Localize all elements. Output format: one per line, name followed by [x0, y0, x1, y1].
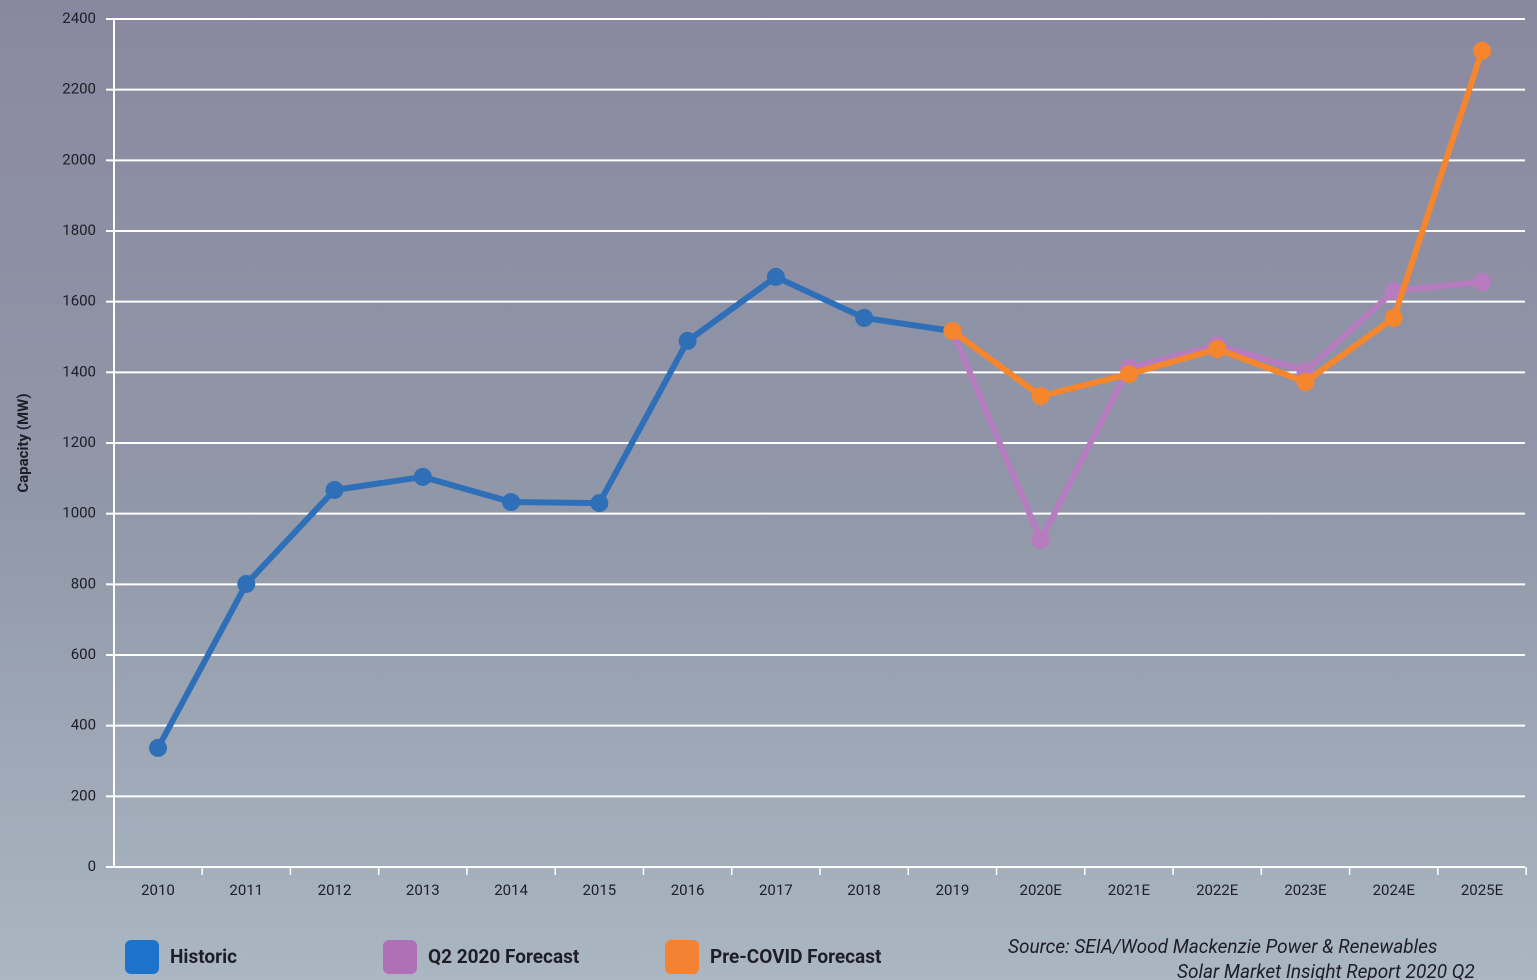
- data-point: [1473, 41, 1491, 60]
- x-tick-label: 2021E: [1108, 881, 1151, 899]
- x-tick-label: 2025E: [1461, 881, 1504, 899]
- series-line: [155, 273, 953, 750]
- legend-label: Historic: [170, 945, 237, 968]
- y-tick-label: 0: [88, 857, 96, 875]
- data-point: [1384, 308, 1403, 327]
- x-tick-label: 2013: [406, 881, 440, 899]
- data-point: [1031, 387, 1050, 406]
- x-tick-label: 2024E: [1373, 881, 1416, 899]
- y-tick-label: 1000: [62, 504, 96, 522]
- legend-swatch: [125, 940, 159, 974]
- x-tick-label: 2015: [582, 881, 616, 899]
- y-tick-label: 800: [71, 574, 96, 592]
- data-point: [237, 574, 256, 593]
- data-point: [678, 331, 697, 350]
- y-tick-label: 200: [71, 786, 96, 804]
- data-point: [1208, 340, 1227, 359]
- data-point: [1119, 365, 1138, 384]
- y-tick-label: 1800: [62, 221, 96, 239]
- y-tick-label: 600: [71, 645, 96, 663]
- y-tick-label: 1200: [62, 433, 96, 451]
- data-point: [149, 738, 167, 757]
- data-point: [325, 480, 344, 499]
- x-tick-label: 2020E: [1020, 881, 1063, 899]
- legend-label: Pre-COVID Forecast: [710, 945, 882, 968]
- x-tick-label: 2012: [318, 881, 352, 899]
- y-tick-label: 1600: [62, 292, 96, 310]
- y-tick-label: 2000: [62, 150, 96, 168]
- data-point: [413, 467, 432, 486]
- data-point: [590, 494, 609, 513]
- data-point: [943, 321, 962, 340]
- x-tick-label: 2010: [141, 881, 175, 899]
- y-tick-label: 2400: [62, 9, 96, 27]
- x-tick-label: 2011: [229, 881, 263, 899]
- data-point: [855, 308, 874, 327]
- y-axis-label: Capacity (MW): [14, 393, 32, 492]
- x-tick-label: 2019: [936, 881, 970, 899]
- y-tick-label: 1400: [62, 362, 96, 380]
- legend-label: Q2 2020 Forecast: [428, 945, 580, 968]
- x-tick-label: 2016: [671, 881, 705, 899]
- legend-swatch: [665, 940, 699, 974]
- x-tick-label: 2017: [759, 881, 793, 899]
- x-tick-label: 2018: [847, 881, 881, 899]
- y-tick-label: 400: [71, 716, 96, 734]
- source: Source: SEIA/Wood Mackenzie Power & Rene…: [1008, 935, 1437, 958]
- legend-swatch: [383, 940, 417, 974]
- data-point: [1296, 372, 1315, 391]
- x-tick-label: 2014: [494, 881, 528, 899]
- x-tick-label: 2023E: [1284, 881, 1327, 899]
- source: Solar Market Insight Report 2020 Q2: [1177, 960, 1475, 980]
- x-tick-label: 2022E: [1196, 881, 1239, 899]
- data-point: [1031, 531, 1050, 550]
- y-tick-label: 2200: [62, 80, 96, 98]
- data-point: [502, 493, 521, 512]
- data-point: [1473, 272, 1491, 291]
- data-point: [766, 267, 785, 286]
